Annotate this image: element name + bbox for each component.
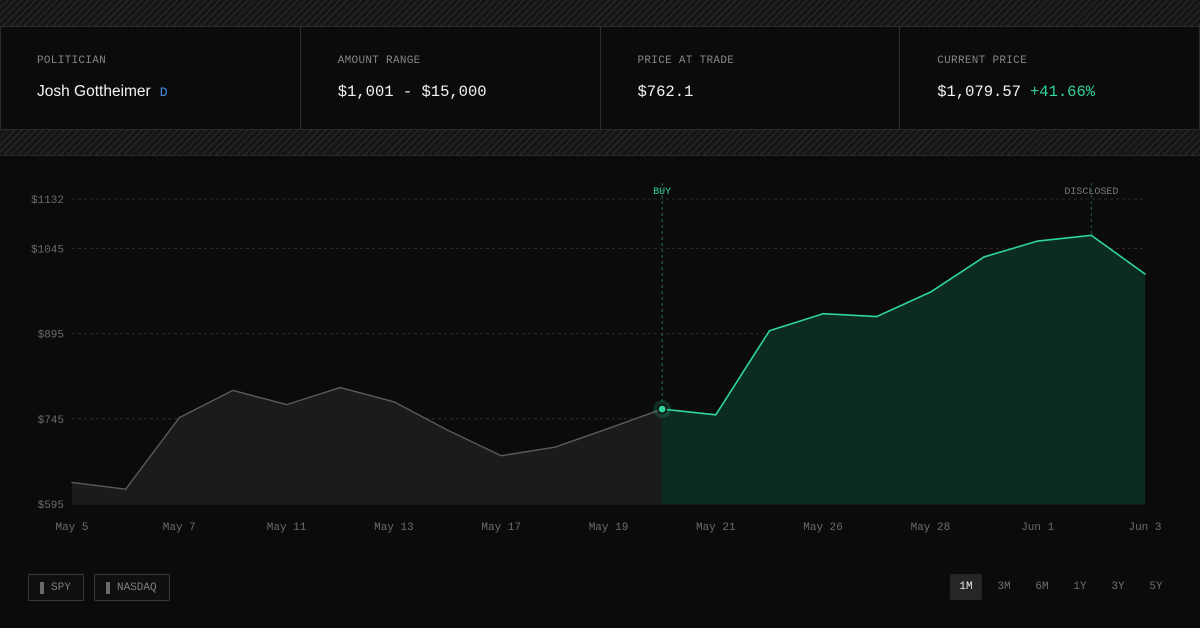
toggle-nasdaq[interactable]: NASDAQ [94,574,170,601]
nasdaq-swatch-icon [106,581,110,594]
price-line-segment-pre [607,408,663,430]
y-tick-label: $595 [38,500,64,512]
range-1m[interactable]: 1M [950,574,982,600]
price-line-segment-pre [339,386,395,403]
stat-amount-range: AMOUNT RANGE $1,001 - $15,000 [301,27,601,129]
price-line-segment-pre [554,427,610,448]
x-tick-label: May 19 [589,522,629,534]
toggle-spy-label: SPY [51,581,71,594]
x-tick-label: May 17 [481,522,521,534]
current-price-value: $1,079.57 [937,83,1021,101]
post-trade-area [662,235,1145,504]
y-tick-label: $1045 [31,244,64,256]
top-pattern-band [0,0,1200,27]
chart-controls: SPY NASDAQ 1M 3M 6M 1Y 3Y 5Y [0,574,1200,601]
range-5y[interactable]: 5Y [1149,581,1163,593]
x-tick-label: May 5 [55,522,88,534]
stat-label-current-price: CURRENT PRICE [937,55,1027,67]
stat-politician: POLITICIAN Josh Gottheimer D [1,27,301,129]
stat-current-price: CURRENT PRICE $1,079.57 +41.66% [900,27,1200,129]
price-line-segment-post [1090,234,1146,275]
range-1y[interactable]: 1Y [1073,581,1087,593]
price-chart-svg: $595 $745 $895 $1045 $1132 BUY DISCLOSED May 5 M… [31,183,1162,534]
price-line-segment-pre [178,389,234,419]
y-tick-label: $1132 [31,195,64,207]
y-tick-label: $745 [38,415,64,427]
price-line-segment-post [661,408,717,416]
range-6m[interactable]: 6M [1035,581,1049,593]
price-line-segment-post [768,312,824,332]
price-line-segment-post [822,312,878,318]
middle-pattern-band [0,129,1200,156]
price-line-segment-pre [232,389,288,406]
stat-label-amount: AMOUNT RANGE [337,55,421,67]
x-tick-label: May 28 [911,522,951,534]
trade-price-value: $762.1 [637,83,694,101]
stat-price-at-trade: PRICE AT TRADE $762.1 [601,27,901,129]
price-line-segment-pre [393,401,449,431]
x-tick-label: May 7 [163,522,196,534]
spy-swatch-icon [40,581,44,594]
price-line-segment-pre [124,416,181,490]
buy-point [657,404,668,415]
price-line-segment-post [983,240,1039,258]
party-badge: D [159,85,168,100]
x-tick-label: May 21 [696,522,736,534]
price-chart: $595 $745 $895 $1045 $1132 BUY DISCLOSED May 5 M… [0,157,1200,628]
price-line-segment-post [929,256,985,293]
x-tick-label: May 26 [803,522,843,534]
buy-annotation: BUY [653,187,671,198]
x-tick-label: Jun 3 [1128,522,1161,534]
x-tick-label: May 11 [267,522,307,534]
trade-stats-row: POLITICIAN Josh Gottheimer D AMOUNT RANG… [0,27,1200,129]
price-line-segment-pre [500,446,556,457]
time-range-selector: 1M 3M 6M 1Y 3Y 5Y [950,574,1172,600]
toggle-nasdaq-label: NASDAQ [117,581,157,594]
x-tick-label: May 13 [374,522,414,534]
price-line-segment-pre [71,481,127,490]
price-line-segment-pre [285,386,341,406]
amount-range-value: $1,001 - $15,000 [337,83,487,101]
pre-trade-area [72,387,663,504]
range-3m[interactable]: 3M [997,581,1011,593]
price-line-segment-post [1036,234,1093,242]
stat-label-politician: POLITICIAN [37,55,107,67]
toggle-spy[interactable]: SPY [28,574,84,601]
y-tick-label: $895 [38,330,64,342]
price-line-segment-pre [446,429,502,457]
stat-label-trade-price: PRICE AT TRADE [637,55,735,67]
politician-name[interactable]: Josh Gottheimer [37,83,151,100]
price-line-segment-post [875,291,932,318]
disclosed-annotation: DISCLOSED [1064,187,1118,198]
price-line-segment-post [714,329,771,416]
price-change-percent: +41.66% [1029,83,1096,101]
range-3y[interactable]: 3Y [1111,581,1125,593]
x-tick-label: Jun 1 [1021,522,1054,534]
